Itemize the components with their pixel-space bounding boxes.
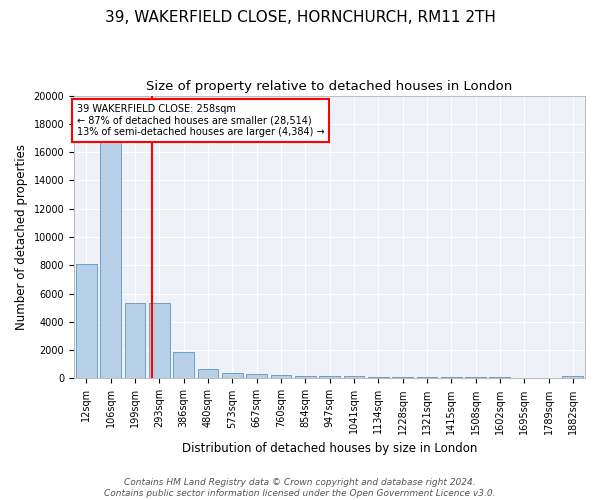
Bar <box>562 376 583 378</box>
Bar <box>392 377 413 378</box>
Text: 39 WAKERFIELD CLOSE: 258sqm
← 87% of detached houses are smaller (28,514)
13% of: 39 WAKERFIELD CLOSE: 258sqm ← 87% of det… <box>77 104 324 137</box>
Text: Contains HM Land Registry data © Crown copyright and database right 2024.
Contai: Contains HM Land Registry data © Crown c… <box>104 478 496 498</box>
Text: 39, WAKERFIELD CLOSE, HORNCHURCH, RM11 2TH: 39, WAKERFIELD CLOSE, HORNCHURCH, RM11 2… <box>104 10 496 25</box>
Bar <box>319 376 340 378</box>
Bar <box>173 352 194 378</box>
Bar <box>246 374 267 378</box>
Bar <box>222 374 242 378</box>
X-axis label: Distribution of detached houses by size in London: Distribution of detached houses by size … <box>182 442 477 455</box>
Bar <box>149 304 170 378</box>
Bar <box>100 142 121 378</box>
Bar <box>197 368 218 378</box>
Bar <box>295 376 316 378</box>
Bar <box>368 376 389 378</box>
Bar <box>441 377 461 378</box>
Bar <box>271 376 291 378</box>
Bar <box>76 264 97 378</box>
Bar <box>344 376 364 378</box>
Bar <box>416 377 437 378</box>
Title: Size of property relative to detached houses in London: Size of property relative to detached ho… <box>146 80 512 93</box>
Y-axis label: Number of detached properties: Number of detached properties <box>15 144 28 330</box>
Bar <box>125 304 145 378</box>
